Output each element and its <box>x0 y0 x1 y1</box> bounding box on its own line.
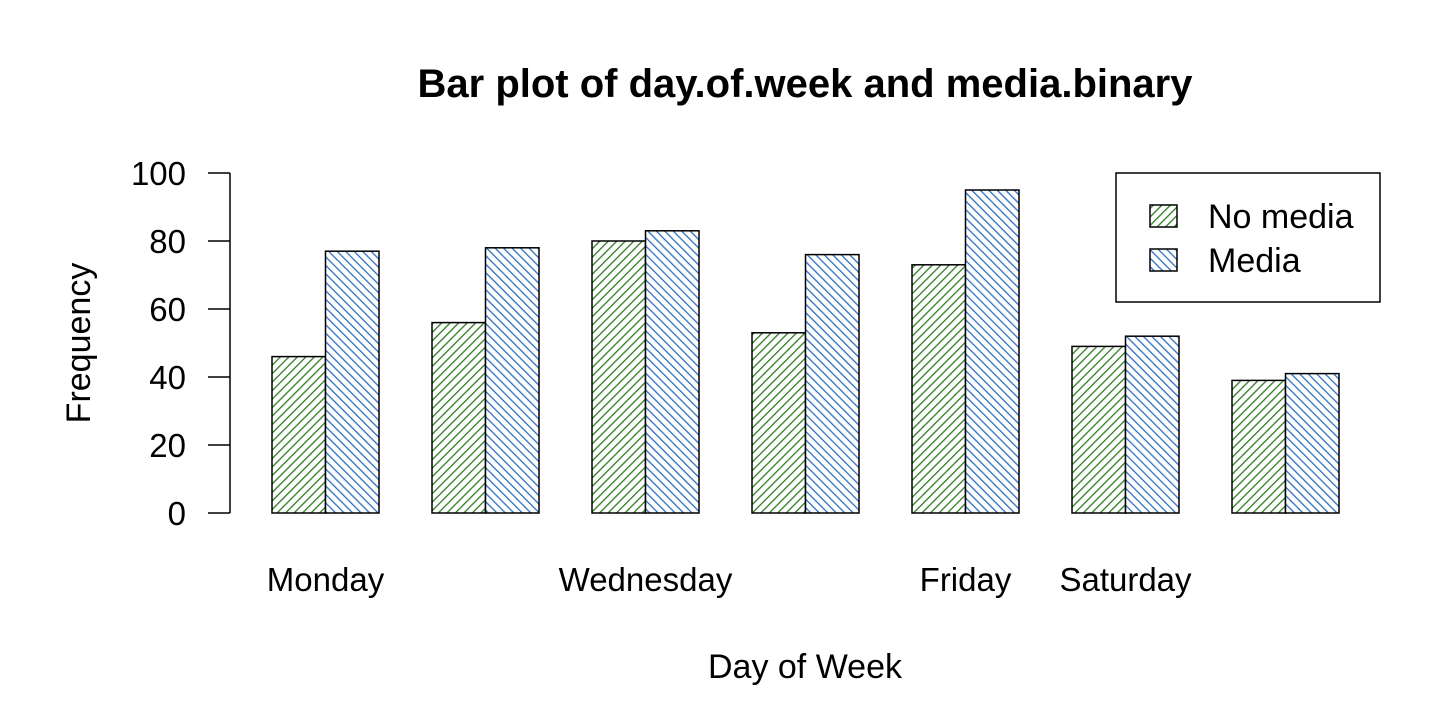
bar-media <box>1284 372 1340 514</box>
y-tick-label: 100 <box>131 155 186 192</box>
bar-no-media <box>751 332 807 514</box>
y-tick-label: 20 <box>149 427 186 464</box>
bar-no-media <box>591 240 647 514</box>
bar-media <box>324 250 380 514</box>
bar-media <box>1124 335 1180 514</box>
bar-media <box>964 189 1020 514</box>
y-tick-label: 80 <box>149 223 186 260</box>
x-tick-label: Friday <box>920 561 1012 598</box>
x-tick-label: Saturday <box>1059 561 1192 598</box>
bar-media <box>484 247 540 514</box>
bar-no-media <box>911 264 967 514</box>
bar-no-media <box>1231 379 1287 514</box>
legend-label-no-media: No media <box>1208 198 1354 236</box>
legend-swatch-media <box>1149 248 1178 272</box>
y-axis-label: Frequency <box>60 263 98 424</box>
bar-no-media <box>431 321 487 514</box>
chart-title: Bar plot of day.of.week and media.binary <box>418 62 1194 106</box>
legend-box <box>1115 172 1381 303</box>
x-tick-label: Monday <box>267 561 385 598</box>
y-tick-label: 60 <box>149 291 186 328</box>
x-tick-label: Wednesday <box>559 561 733 598</box>
y-axis: 0 20 40 60 80 100 <box>131 155 231 532</box>
y-tick-label: 0 <box>168 495 186 532</box>
bar-media <box>804 253 860 514</box>
bar-no-media <box>1071 345 1127 514</box>
bar-no-media <box>271 355 327 514</box>
legend: No media Media <box>1115 172 1381 303</box>
legend-label-media: Media <box>1208 242 1301 280</box>
bar-media <box>644 230 700 514</box>
y-tick-label: 40 <box>149 359 186 396</box>
legend-swatch-no-media <box>1149 204 1178 228</box>
bars-group <box>271 189 1340 514</box>
x-axis-label: Day of Week <box>708 648 903 686</box>
x-tick-labels: Monday Wednesday Friday Saturday <box>267 561 1192 598</box>
